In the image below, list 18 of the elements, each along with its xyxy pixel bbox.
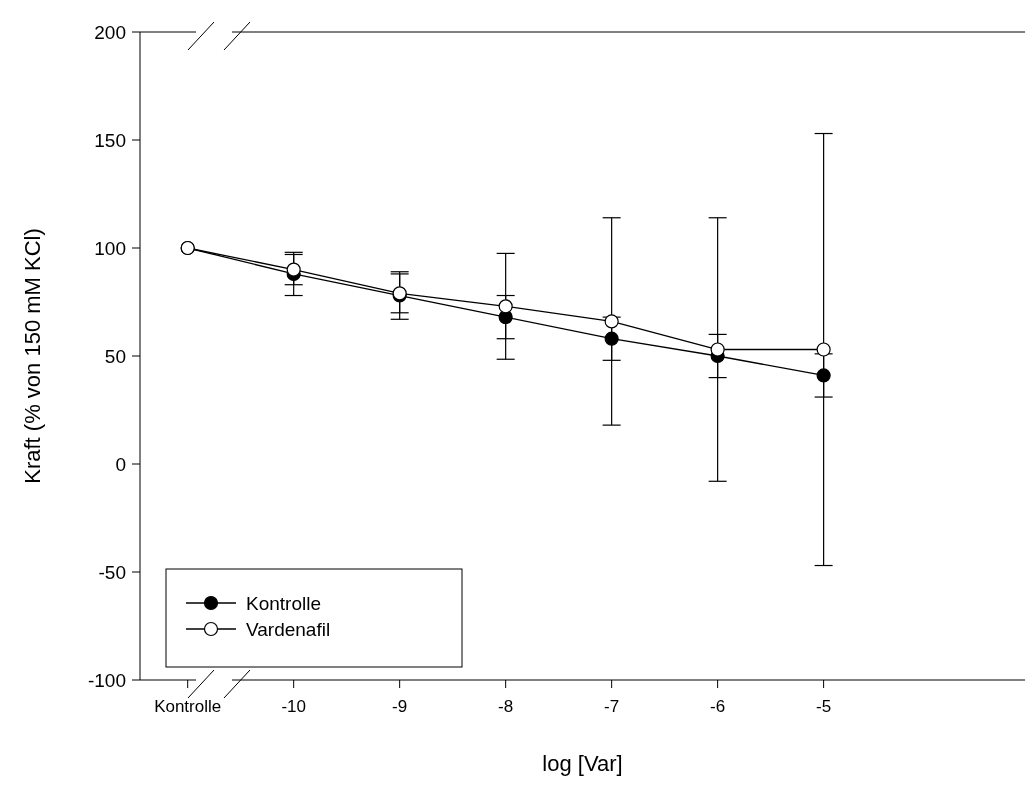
y-axis-title: Kraft (% von 150 mM KCl)	[20, 228, 45, 484]
y-tick-label: 100	[94, 237, 126, 259]
y-tick-label: 150	[94, 129, 126, 151]
x-tick-label: -7	[604, 697, 620, 716]
legend-label: Vardenafil	[246, 618, 331, 640]
x-tick-label: -8	[498, 697, 514, 716]
legend-label: Kontrolle	[246, 592, 321, 614]
x-tick-label: -5	[816, 697, 832, 716]
y-tick-label: 200	[94, 21, 126, 43]
y-tick-label: 0	[115, 453, 126, 475]
x-tick-label: -10	[281, 697, 306, 716]
x-tick-label: -6	[710, 697, 726, 716]
y-tick-label: -100	[87, 669, 126, 691]
x-tick-label: -9	[392, 697, 408, 716]
y-tick-label: -50	[98, 561, 126, 583]
x-axis-title: log [Var]	[542, 751, 623, 776]
x-tick-label: Kontrolle	[154, 697, 222, 716]
y-tick-label: 50	[104, 345, 126, 367]
